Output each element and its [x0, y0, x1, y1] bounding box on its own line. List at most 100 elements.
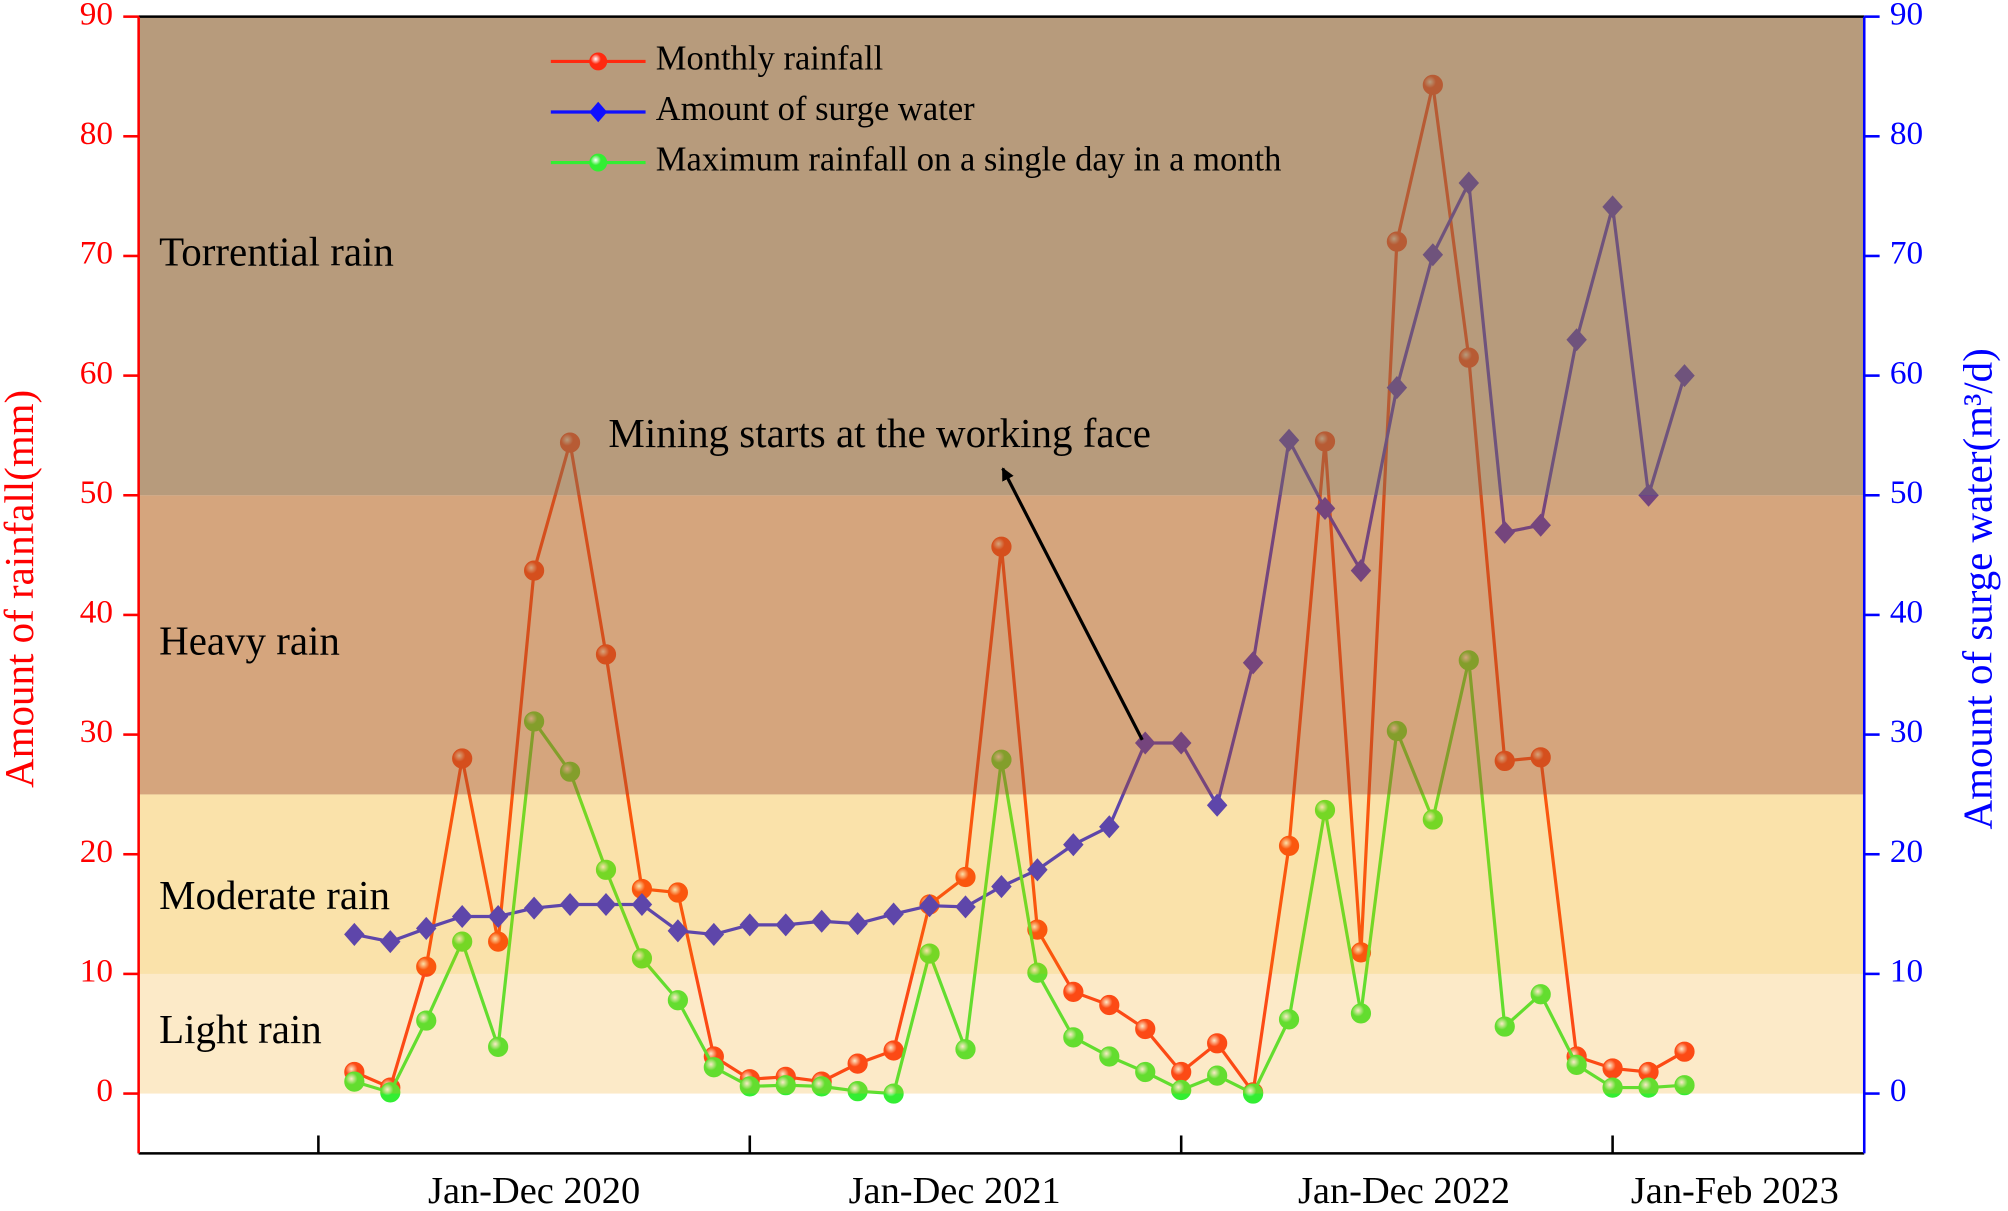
point-marker — [1350, 1003, 1372, 1024]
y2-tick-label: 20 — [1890, 833, 1923, 870]
y2-tick-label: 80 — [1890, 115, 1923, 152]
point-marker — [703, 1057, 724, 1078]
point-marker — [415, 916, 437, 940]
point-marker — [847, 1053, 868, 1074]
point-marker — [775, 1075, 796, 1096]
point-marker — [1063, 981, 1084, 1002]
y-tick-label: 30 — [80, 713, 113, 750]
y-tick-label: 90 — [80, 0, 113, 32]
rain-band — [138, 794, 1865, 974]
legend-marker — [589, 52, 608, 71]
y2-tick-label: 60 — [1890, 354, 1923, 391]
point-marker — [847, 912, 868, 936]
point-marker — [811, 909, 832, 933]
legend-label: Amount of surge water — [656, 90, 975, 128]
y2-tick-label: 0 — [1890, 1072, 1907, 1109]
point-marker — [955, 1039, 976, 1060]
point-marker — [1674, 1041, 1695, 1062]
point-marker — [488, 1036, 509, 1058]
point-marker — [1242, 1083, 1264, 1104]
y-tick-label: 0 — [96, 1072, 113, 1109]
x-group-label: Jan-Dec 2022 — [1298, 1170, 1510, 1211]
point-marker — [883, 1083, 904, 1104]
point-marker — [1027, 919, 1048, 940]
point-marker — [1674, 1075, 1695, 1096]
point-marker — [955, 895, 976, 919]
y2-tick-label: 30 — [1890, 713, 1923, 750]
point-marker — [631, 948, 653, 969]
legend-label: Monthly rainfall — [656, 39, 883, 77]
point-marker — [955, 866, 976, 888]
band-label: Light rain — [159, 1006, 322, 1052]
point-marker — [451, 904, 473, 928]
point-marker — [703, 922, 725, 946]
point-marker — [1171, 1079, 1192, 1101]
y-tick-label: 40 — [80, 594, 113, 631]
point-marker — [811, 1076, 832, 1097]
point-marker — [487, 904, 509, 928]
point-marker — [1207, 1033, 1228, 1054]
point-marker — [1422, 809, 1443, 830]
point-marker — [775, 913, 796, 937]
y2-axis-label: Amount of surge water(m³/d) — [1954, 348, 2000, 829]
y2-tick-label: 10 — [1890, 953, 1923, 990]
point-marker — [1530, 984, 1551, 1005]
point-marker — [667, 990, 689, 1011]
band-label: Moderate rain — [159, 872, 390, 918]
point-marker — [739, 1076, 760, 1097]
point-marker — [667, 919, 689, 943]
point-marker — [919, 943, 940, 964]
point-marker — [1135, 1018, 1156, 1040]
y-tick-label: 70 — [80, 235, 113, 272]
y-tick-label: 10 — [80, 953, 113, 990]
band-label: Heavy rain — [159, 617, 340, 663]
point-marker — [1099, 994, 1120, 1016]
legend-marker — [589, 101, 608, 123]
legend-marker — [589, 153, 608, 172]
point-marker — [1638, 1077, 1659, 1098]
point-marker — [523, 896, 545, 920]
point-marker — [1207, 1065, 1228, 1086]
y-tick-label: 80 — [80, 115, 113, 152]
point-marker — [1314, 799, 1336, 821]
point-marker — [380, 930, 401, 954]
point-marker — [1206, 793, 1228, 817]
point-marker — [1099, 1046, 1120, 1067]
y2-tick-label: 90 — [1890, 0, 1923, 32]
point-marker — [1278, 1009, 1300, 1030]
y-tick-label: 20 — [80, 833, 113, 870]
band-label: Torrential rain — [159, 228, 394, 274]
point-marker — [595, 859, 617, 880]
y-tick-label: 50 — [80, 474, 113, 511]
x-group-label: Jan-Dec 2021 — [849, 1170, 1061, 1211]
point-marker — [452, 931, 473, 952]
y2-tick-label: 50 — [1890, 474, 1923, 511]
point-marker — [416, 1010, 437, 1031]
point-marker — [488, 931, 509, 952]
point-marker — [344, 1071, 365, 1092]
rain-band — [138, 495, 1865, 795]
point-marker — [1135, 1061, 1156, 1083]
point-marker — [667, 882, 689, 903]
x-group-label: Jan-Dec 2020 — [428, 1170, 640, 1211]
y-axis-label: Amount of rainfall(mm) — [0, 390, 42, 788]
y2-tick-label: 40 — [1890, 594, 1923, 631]
point-marker — [1602, 1077, 1623, 1098]
point-marker — [1278, 835, 1300, 856]
point-marker — [1566, 1054, 1587, 1075]
y2-tick-label: 70 — [1890, 235, 1923, 272]
point-marker — [739, 913, 761, 937]
y-tick-label: 60 — [80, 354, 113, 391]
point-marker — [380, 1082, 401, 1103]
point-marker — [416, 956, 437, 977]
point-marker — [1063, 1027, 1084, 1048]
rain-band — [138, 973, 1865, 1094]
point-marker — [559, 892, 581, 917]
legend-label: Maximum rainfall on a single day in a mo… — [656, 141, 1282, 179]
point-marker — [1027, 962, 1048, 983]
annotation-arrow — [1001, 467, 1144, 741]
annotation: Mining starts at the working face — [608, 410, 1151, 456]
